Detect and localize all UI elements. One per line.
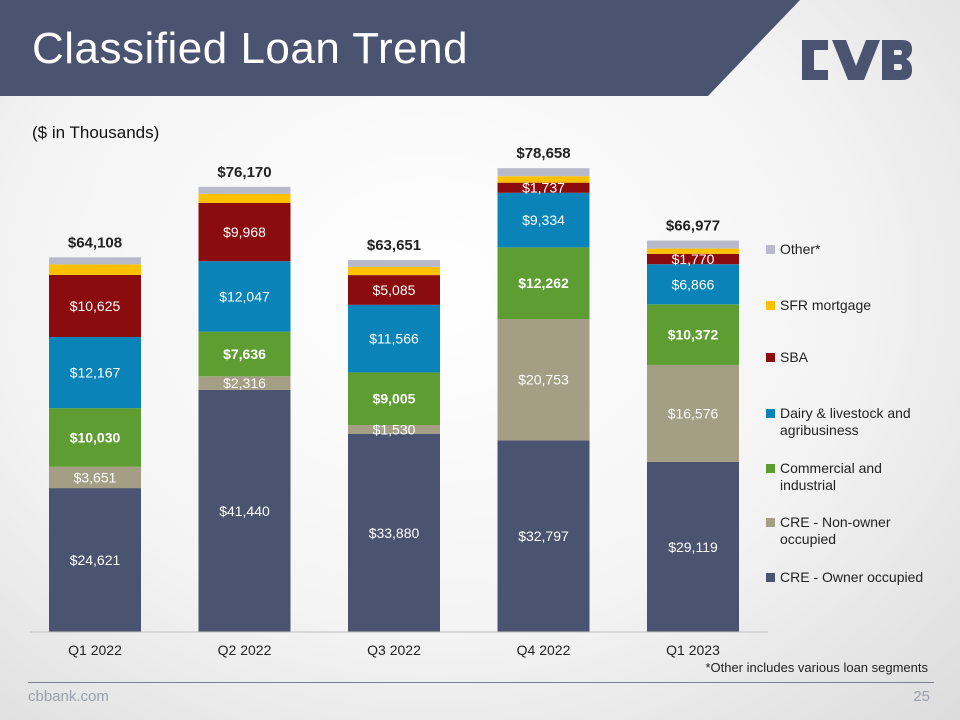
segment-label: $16,576 [668,405,719,421]
legend-swatch [766,409,775,418]
bar-segment-6-3 [497,168,590,177]
segment-label: $32,797 [518,528,569,544]
segment-label: $12,047 [219,288,270,304]
bar-segment-4-2 [348,275,440,305]
footer-divider [28,682,934,683]
title-banner [0,0,800,96]
segment-label: $1,530 [373,422,416,438]
segment-label: $29,119 [668,539,718,555]
bar-segment-1-3 [497,319,590,441]
segment-label: $11,566 [369,331,419,347]
bar-segment-4-1 [198,202,291,262]
bar-segment-0-3 [497,440,590,632]
bar-segment-0-2 [348,433,440,632]
segment-label: $6,866 [672,276,715,292]
segment-label: $9,334 [522,212,565,228]
x-tick-label: Q4 2022 [517,642,571,658]
bar-segment-2-2 [348,372,440,426]
bar-segment-1-0 [49,466,141,489]
bar-segment-5-3 [497,176,590,183]
bar-segment-6-2 [348,259,440,267]
bar-segment-5-2 [348,266,440,276]
bar-segment-3-0 [49,337,141,409]
segment-label: $10,372 [668,327,719,343]
bar-segment-4-4 [647,253,739,265]
segment-label: $3,651 [74,469,117,485]
legend-label: SBA [780,349,809,365]
segment-label: $1,770 [672,251,715,267]
segment-label: $12,262 [518,275,569,291]
bar-segment-0-4 [647,461,739,632]
bar-segment-3-3 [497,192,590,248]
bar-total-label: $66,977 [666,218,720,235]
bar-total-label: $78,658 [516,145,570,162]
segment-label: $24,621 [70,552,121,568]
slide-title: Classified Loan Trend [32,24,469,73]
segment-label: $41,440 [219,503,270,519]
legend-label: SFR mortgage [780,297,871,313]
bar-segment-5-1 [198,193,291,203]
legend-swatch [766,464,775,473]
bar-segment-3-4 [647,264,739,305]
segment-label: $9,005 [373,391,416,407]
bar-segment-2-0 [49,408,141,467]
footer-website: cbbank.com [28,688,109,705]
bar-segment-2-1 [198,331,291,377]
legend-label: Dairy & livestock and agribusiness [780,405,911,438]
bar-segment-6-0 [49,257,141,265]
bar-segment-1-2 [348,425,440,434]
segment-label: $9,968 [223,224,266,240]
legend-swatch [766,573,775,582]
x-tick-label: Q2 2022 [218,642,272,658]
segment-label: $2,316 [223,375,266,391]
bar-segment-5-0 [49,264,141,275]
bar-segment-5-4 [647,248,739,254]
footnote: *Other includes various loan segments [705,660,928,675]
segment-label: $1,737 [522,180,565,196]
segment-label: $10,625 [70,298,121,314]
x-tick-label: Q1 2023 [666,642,720,658]
bar-segment-4-0 [49,274,141,338]
bar-segment-6-1 [198,186,291,194]
bar-segment-0-0 [49,488,141,632]
legend-label: CRE - Non-owner occupied [780,514,891,547]
segment-label: $5,085 [373,282,416,298]
segment-label: $10,030 [70,429,121,445]
bar-total-label: $63,651 [367,237,421,254]
segment-label: $7,636 [223,346,266,362]
legend-swatch [766,245,775,254]
bar-segment-2-4 [647,304,739,365]
legend-label: CRE - Owner occupied [780,569,923,585]
page-number: 25 [913,688,930,705]
bar-total-label: $76,170 [217,164,271,181]
segment-label: $12,167 [70,365,121,381]
bar-segment-1-4 [647,364,739,462]
x-tick-label: Q1 2022 [68,642,122,658]
legend-label: Other* [780,241,821,257]
bar-segment-2-3 [497,247,590,320]
legend-label: Commercial and industrial [780,460,882,493]
bar-total-label: $64,108 [68,234,122,251]
bar-segment-6-4 [647,240,739,249]
cvb-logo-icon [802,40,912,80]
bar-segment-0-1 [198,389,291,632]
bar-segment-4-3 [497,182,590,193]
bar-segment-3-1 [198,261,291,332]
bar-segment-3-2 [348,304,440,373]
x-tick-label: Q3 2022 [367,642,421,658]
segment-label: $33,880 [369,525,420,541]
legend-swatch [766,301,775,310]
legend-swatch [766,518,775,527]
segment-label: $20,753 [518,372,569,388]
legend-swatch [766,353,775,362]
bar-segment-1-1 [198,376,291,390]
units-note: ($ in Thousands) [32,123,160,142]
